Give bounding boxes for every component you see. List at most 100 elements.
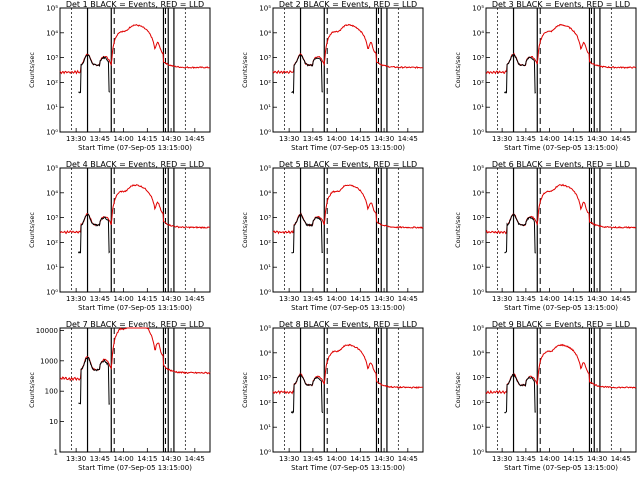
y-tick-label: 10⁵ [259, 325, 271, 333]
y-tick-label: 10² [46, 239, 58, 247]
x-tick-label: 14:15 [563, 295, 583, 303]
panel-title: Det 6 BLACK = Events, RED = LLD [492, 160, 630, 169]
panel-det-7: Det 7 BLACK = Events, RED = LLD 13:30 13:4… [28, 320, 211, 472]
y-axis-label: Counts/sec [28, 52, 36, 88]
series-events [504, 54, 536, 94]
x-tick-label: 14:15 [563, 135, 583, 143]
x-tick-label: 14:30 [587, 295, 607, 303]
panel-title: Det 9 BLACK = Events, RED = LLD [492, 320, 630, 329]
series-events [77, 213, 111, 254]
x-axis-label: Start Time (07-Sep-05 13:15:00) [291, 464, 405, 472]
plot-frame [272, 327, 424, 453]
x-tick-label: 14:30 [587, 455, 607, 463]
series-events [290, 372, 324, 414]
panel-det-4: Det 4 BLACK = Events, RED = LLD 13:30 13:4… [28, 160, 211, 312]
y-tick-label: 10² [259, 399, 271, 407]
y-tick-label: 10⁴ [46, 29, 58, 37]
plot-frame [59, 7, 211, 133]
series-lld [485, 183, 637, 235]
panel-title: Det 8 BLACK = Events, RED = LLD [279, 320, 417, 329]
y-tick-label: 10³ [472, 374, 484, 382]
x-tick-label: 13:45 [90, 295, 110, 303]
x-tick-label: 14:45 [611, 135, 631, 143]
y-tick-label: 10⁴ [46, 189, 58, 197]
x-tick-label: 14:15 [137, 135, 157, 143]
y-tick-label: 10² [472, 239, 484, 247]
series-lld [59, 184, 211, 235]
y-tick-label: 10⁴ [259, 189, 271, 197]
y-tick-label: 10⁴ [472, 349, 484, 357]
x-axis-label: Start Time (07-Sep-05 13:15:00) [291, 144, 405, 152]
y-axis-label: Counts/sec [241, 212, 249, 248]
series-events [78, 356, 110, 405]
x-tick-label: 13:45 [516, 455, 536, 463]
y-tick-label: 10¹ [46, 104, 58, 112]
x-tick-label: 13:45 [516, 295, 536, 303]
x-tick-label: 14:45 [398, 295, 418, 303]
y-tick-label: 10⁰ [46, 129, 58, 137]
y-tick-label: 10⁵ [472, 5, 484, 13]
x-tick-label: 14:00 [114, 455, 134, 463]
x-tick-label: 13:30 [66, 295, 86, 303]
series-lld [272, 23, 424, 75]
y-tick-label: 10⁵ [46, 165, 58, 173]
x-tick-label: 14:45 [398, 455, 418, 463]
y-axis-label: Counts/sec [454, 52, 462, 88]
plot-frame [272, 7, 424, 133]
x-axis-label: Start Time (07-Sep-05 13:15:00) [291, 304, 405, 312]
x-tick-label: 14:30 [161, 295, 181, 303]
x-tick-label: 14:30 [587, 135, 607, 143]
x-tick-label: 14:00 [327, 455, 347, 463]
x-tick-label: 13:30 [492, 295, 512, 303]
y-tick-label: 1 [54, 449, 58, 457]
series-lld [59, 327, 211, 382]
y-tick-label: 10⁰ [472, 129, 484, 137]
x-tick-label: 13:45 [516, 135, 536, 143]
x-tick-label: 14:45 [611, 455, 631, 463]
y-tick-label: 100 [45, 388, 58, 396]
y-tick-label: 10⁰ [259, 449, 271, 457]
y-tick-label: 10² [472, 79, 484, 87]
series-events [291, 212, 323, 254]
x-tick-label: 14:45 [398, 135, 418, 143]
panel-det-2: Det 2 BLACK = Events, RED = LLD 13:30 13:4… [241, 0, 424, 152]
x-tick-label: 14:00 [540, 455, 560, 463]
series-lld [485, 23, 637, 75]
x-tick-label: 14:15 [137, 295, 157, 303]
x-axis-label: Start Time (07-Sep-05 13:15:00) [504, 144, 618, 152]
panel-det-9: Det 9 BLACK = Events, RED = LLD 13:30 13:4… [454, 320, 637, 472]
y-axis-label: Counts/sec [454, 212, 462, 248]
y-tick-label: 10⁰ [46, 289, 58, 297]
y-tick-label: 10¹ [472, 104, 484, 112]
x-tick-label: 14:00 [327, 135, 347, 143]
y-tick-label: 10⁵ [259, 165, 271, 173]
x-tick-label: 13:30 [66, 135, 86, 143]
x-tick-label: 13:45 [303, 295, 323, 303]
x-tick-label: 14:30 [374, 135, 394, 143]
y-tick-label: 10³ [259, 214, 271, 222]
y-tick-label: 10² [46, 79, 58, 87]
series-lld [485, 343, 637, 395]
x-tick-label: 14:45 [185, 295, 205, 303]
series-events [291, 54, 323, 95]
x-tick-label: 14:00 [114, 295, 134, 303]
x-tick-label: 14:30 [374, 295, 394, 303]
panel-title: Det 2 BLACK = Events, RED = LLD [279, 0, 417, 9]
plot-frame [485, 7, 637, 133]
plot-frame [485, 327, 637, 453]
panel-title: Det 7 BLACK = Events, RED = LLD [66, 320, 204, 329]
x-tick-label: 14:45 [611, 295, 631, 303]
y-tick-label: 10⁵ [472, 165, 484, 173]
y-tick-label: 10⁵ [472, 325, 484, 333]
plot-frame [59, 167, 211, 293]
y-tick-label: 10² [259, 79, 271, 87]
panel-title: Det 5 BLACK = Events, RED = LLD [279, 160, 417, 169]
plot-frame [485, 167, 637, 293]
x-axis-label: Start Time (07-Sep-05 13:15:00) [78, 464, 192, 472]
y-tick-label: 10⁵ [46, 5, 58, 13]
panel-title: Det 1 BLACK = Events, RED = LLD [66, 0, 204, 9]
y-tick-label: 10³ [46, 214, 58, 222]
y-tick-label: 10³ [472, 54, 484, 62]
y-tick-label: 10⁵ [259, 5, 271, 13]
panel-det-6: Det 6 BLACK = Events, RED = LLD 13:30 13:4… [454, 160, 637, 312]
